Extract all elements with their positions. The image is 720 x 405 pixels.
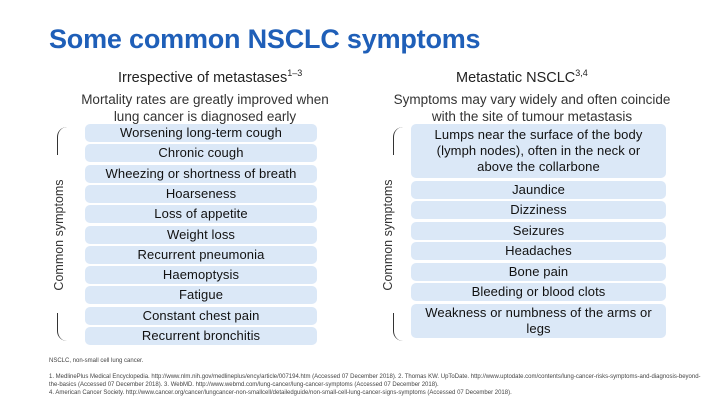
right-subtitle-line2: with the site of tumour metastasis — [431, 109, 633, 124]
left-column-subtitle: Mortality rates are greatly improved whe… — [70, 91, 340, 125]
right-symptom-item: Seizures — [411, 221, 666, 240]
left-symptom-item: Chronic cough — [85, 144, 317, 163]
left-symptom-item: Fatigue — [85, 286, 317, 305]
right-axis-label: Common symptoms — [381, 179, 395, 291]
left-symptom-item: Hoarseness — [85, 184, 317, 203]
left-subtitle-line2: lung cancer is diagnosed early — [113, 109, 297, 124]
left-symptom-list: Worsening long-term cough Chronic cough Wh… — [85, 124, 317, 348]
left-symptom-item: Worsening long-term cough — [85, 124, 317, 142]
abbreviation-note: NSCLC, non-small cell lung cancer. — [49, 358, 144, 364]
left-symptom-item: Loss of appetite — [85, 205, 317, 224]
right-symptom-item: Jaundice — [411, 180, 666, 199]
references: 1. MedlinePlus Medical Encyclopedia. htt… — [49, 373, 709, 397]
left-heading-text: Irrespective of metastases — [118, 69, 288, 86]
right-bracket-top — [393, 127, 403, 155]
left-symptom-item: Recurrent pneumonia — [85, 245, 317, 264]
right-symptom-item: Dizziness — [411, 201, 666, 219]
left-symptom-item: Wheezing or shortness of breath — [85, 164, 317, 183]
left-column-heading: Irrespective of metastases1–3 — [118, 68, 302, 86]
left-subtitle-line1: Mortality rates are greatly improved whe… — [81, 92, 329, 107]
right-symptom-item: Bone pain — [411, 262, 666, 281]
right-column-heading: Metastatic NSCLC3,4 — [456, 68, 588, 86]
reference-1-3: 1. MedlinePlus Medical Encyclopedia. htt… — [49, 374, 701, 388]
right-heading-refs: 3,4 — [575, 68, 588, 78]
left-axis-label: Common symptoms — [52, 179, 66, 291]
right-subtitle-line1: Symptoms may vary widely and often coinc… — [393, 92, 671, 107]
left-symptom-item: Recurrent bronchitis — [85, 327, 317, 345]
right-symptom-item: Weakness or numbness of the arms or legs — [411, 303, 666, 338]
right-bracket-bottom — [393, 313, 403, 341]
left-bracket-bottom — [57, 313, 67, 341]
right-symptom-list: Lumps near the surface of the body (lymp… — [411, 124, 666, 348]
reference-4: 4. American Cancer Society. http://www.c… — [49, 390, 512, 396]
right-symptom-item: Lumps near the surface of the body (lymp… — [411, 124, 666, 178]
left-heading-refs: 1–3 — [287, 68, 303, 78]
right-symptom-item: Headaches — [411, 242, 666, 260]
left-symptom-item: Haemoptysis — [85, 266, 317, 285]
page-title: Some common NSCLC symptoms — [49, 24, 481, 54]
left-symptom-item: Constant chest pain — [85, 306, 317, 325]
right-column-subtitle: Symptoms may vary widely and often coinc… — [383, 91, 681, 125]
left-bracket-top — [57, 127, 67, 155]
left-symptom-item: Weight loss — [85, 225, 317, 244]
right-symptom-item: Bleeding or blood clots — [411, 283, 666, 301]
right-heading-text: Metastatic NSCLC — [456, 69, 576, 86]
